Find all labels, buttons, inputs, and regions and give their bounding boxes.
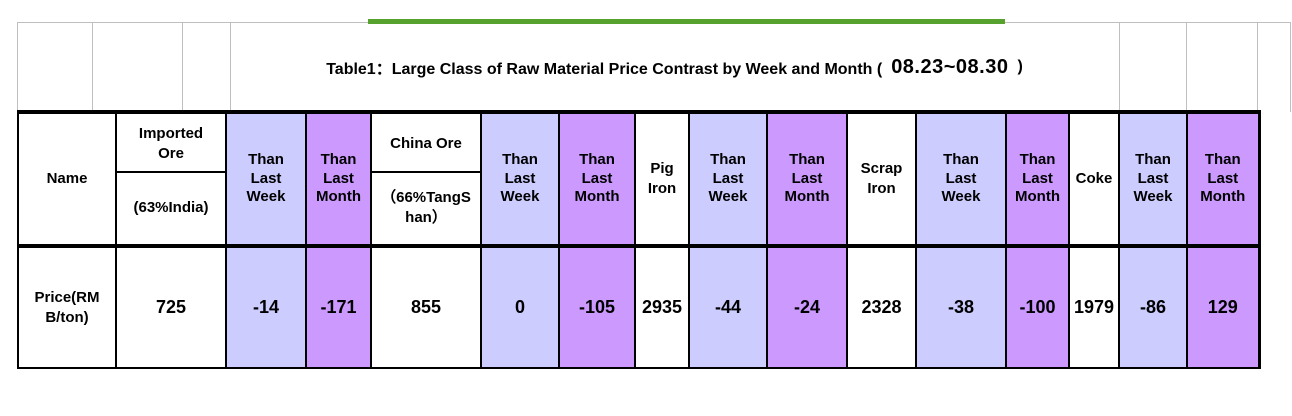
header-than-last-month-china-ore: Than Last Month <box>558 110 636 248</box>
title-gridline <box>182 22 183 112</box>
cell-coke-price: 1979 <box>1068 245 1120 369</box>
coke-label: Coke <box>1075 170 1113 188</box>
china-ore-sub-label: （66%TangShan） <box>381 189 471 226</box>
header-name: Name <box>17 110 117 248</box>
cell-coke-week: -86 <box>1118 245 1188 369</box>
header-than-last-month-scrap-iron: Than Last Month <box>1005 110 1070 248</box>
than-last-month-label: Than Last Month <box>1015 150 1060 206</box>
header-than-last-week-china-ore: Than Last Week <box>480 110 560 248</box>
cell-scrap-iron-price: 2328 <box>846 245 917 369</box>
than-last-month-label: Than Last Month <box>316 150 361 206</box>
price-row-label: Price(RMB/ton) <box>34 289 100 326</box>
table-title-date-range: 08.23~08.30 <box>891 55 1009 78</box>
than-last-week-label: Than Last Week <box>941 150 981 206</box>
price-row: Price(RMB/ton) 725 -14 -171 855 0 -105 2… <box>17 245 1261 369</box>
header-than-last-month-pig-iron: Than Last Month <box>766 110 848 248</box>
table-title: Table1：Large Class of Raw Material Price… <box>230 22 1119 112</box>
than-last-month-label: Than Last Month <box>784 150 830 206</box>
imported-ore-split-cell: Imported Ore (63%India) <box>118 116 224 242</box>
pig-iron-label: Pig Iron <box>647 160 677 197</box>
than-last-week-label: Than Last Week <box>708 150 748 206</box>
cell-coke-month: 129 <box>1186 245 1261 369</box>
cell-scrap-iron-month: -100 <box>1005 245 1070 369</box>
cell-imported-ore-week: -14 <box>225 245 307 369</box>
title-gridline <box>1290 22 1291 112</box>
header-than-last-month-coke: Than Last Month <box>1186 110 1261 248</box>
header-pig-iron: Pig Iron <box>634 110 690 248</box>
cell-pig-iron-week: -44 <box>688 245 768 369</box>
cell-china-ore-week: 0 <box>480 245 560 369</box>
imported-ore-title-cell: Imported Ore <box>118 116 224 173</box>
than-last-month-label: Than Last Month <box>1200 150 1246 206</box>
title-gridline <box>230 22 231 112</box>
header-imported-ore: Imported Ore (63%India) <box>115 110 227 248</box>
header-china-ore: China Ore （66%TangShan） <box>370 110 482 248</box>
price-contrast-table: Name Imported Ore (63%India) Than Last W… <box>17 110 1261 369</box>
china-ore-title-cell: China Ore <box>373 116 479 173</box>
than-last-week-label: Than Last Week <box>500 150 540 206</box>
header-scrap-iron: Scrap Iron <box>846 110 917 248</box>
china-ore-split-cell: China Ore （66%TangShan） <box>373 116 479 242</box>
than-last-month-label: Than Last Month <box>574 150 620 206</box>
china-ore-subtitle-cell: （66%TangShan） <box>373 173 479 242</box>
green-accent-line <box>368 19 1005 24</box>
table-title-suffix: ) <box>1017 58 1023 75</box>
header-row: Name Imported Ore (63%India) Than Last W… <box>17 110 1261 248</box>
title-gridline <box>1119 22 1120 112</box>
table-title-prefix: Table1：Large Class of Raw Material Price… <box>326 61 883 78</box>
than-last-week-label: Than Last Week <box>1133 150 1173 206</box>
china-ore-label: China Ore <box>390 134 462 152</box>
than-last-week-label: Than Last Week <box>246 150 286 206</box>
header-than-last-week-imported-ore: Than Last Week <box>225 110 307 248</box>
cell-price-row-label: Price(RMB/ton) <box>17 245 117 369</box>
header-coke: Coke <box>1068 110 1120 248</box>
header-than-last-week-pig-iron: Than Last Week <box>688 110 768 248</box>
name-header-label: Name <box>46 170 88 188</box>
imported-ore-subtitle-cell: (63%India) <box>118 173 224 242</box>
header-than-last-week-coke: Than Last Week <box>1118 110 1188 248</box>
cell-china-ore-month: -105 <box>558 245 636 369</box>
scrap-iron-label: Scrap Iron <box>860 160 903 197</box>
title-gridline <box>1186 22 1187 112</box>
cell-imported-ore-month: -171 <box>305 245 372 369</box>
header-than-last-month-imported-ore: Than Last Month <box>305 110 372 248</box>
cell-pig-iron-price: 2935 <box>634 245 690 369</box>
title-gridline <box>17 22 18 112</box>
title-gridline <box>1257 22 1258 112</box>
cell-china-ore-price: 855 <box>370 245 482 369</box>
cell-scrap-iron-week: -38 <box>915 245 1007 369</box>
imported-ore-label: Imported Ore <box>138 125 204 162</box>
imported-ore-sub-label: (63%India) <box>133 198 209 216</box>
title-gridline <box>92 22 93 112</box>
cell-imported-ore-price: 725 <box>115 245 227 369</box>
header-than-last-week-scrap-iron: Than Last Week <box>915 110 1007 248</box>
cell-pig-iron-month: -24 <box>766 245 848 369</box>
